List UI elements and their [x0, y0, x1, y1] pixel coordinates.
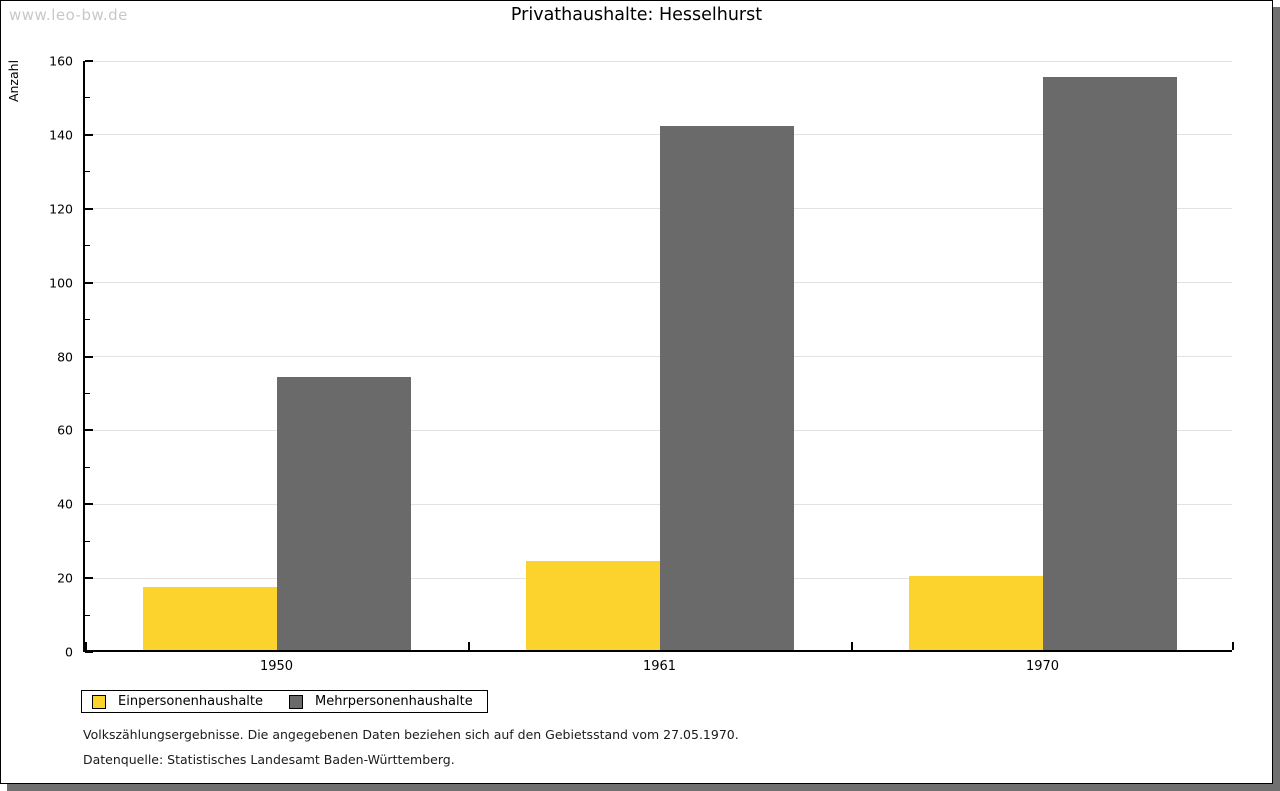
y-tick-label: 120 [49, 201, 73, 217]
gridline [85, 60, 1232, 62]
bar-mehrpersonenhaushalte-1950 [276, 376, 411, 650]
legend-label: Einpersonenhaushalte [118, 694, 263, 709]
gridline [85, 356, 1232, 357]
legend-swatch-mehrpersonen [289, 694, 303, 709]
y-tick-label: 160 [49, 53, 73, 69]
gridline [85, 429, 1232, 431]
x-tick-label: 1961 [642, 659, 677, 674]
y-tick-label: 40 [57, 496, 73, 512]
legend-item: Mehrpersonenhaushalte [289, 694, 473, 709]
y-axis-major-tick [85, 651, 93, 653]
y-axis-minor-tick [85, 466, 90, 468]
y-axis-major-tick [85, 133, 93, 136]
y-tick-label: 20 [57, 570, 73, 586]
legend-label: Mehrpersonenhaushalte [315, 694, 473, 709]
y-axis-major-tick [85, 355, 93, 358]
y-axis-minor-tick [85, 540, 90, 542]
footnote-line2: Datenquelle: Statistisches Landesamt Bad… [83, 752, 455, 767]
y-axis-major-tick [85, 60, 93, 62]
chart-title: Privathaushalte: Hesselhurst [510, 5, 763, 25]
bar-mehrpersonenhaushalte-1961 [659, 125, 794, 650]
x-tick-label: 1970 [1025, 659, 1060, 674]
y-axis-minor-tick [85, 97, 90, 99]
gridline [85, 208, 1232, 210]
y-tick-label: 100 [49, 275, 73, 291]
y-axis-major-tick [85, 503, 93, 506]
y-tick-label: 140 [49, 127, 73, 143]
gridline [85, 134, 1232, 136]
gridline [85, 282, 1232, 284]
y-axis-major-tick [85, 207, 93, 210]
y-axis-minor-tick [85, 245, 90, 247]
y-axis-label: Anzahl [6, 59, 21, 103]
bar-einpersonenhaushalte-1950 [142, 587, 277, 650]
x-axis-boundary-tick [468, 642, 470, 650]
legend: Einpersonenhaushalte Mehrpersonenhaushal… [81, 690, 488, 713]
y-axis-minor-tick [85, 171, 90, 173]
y-tick-label: 80 [57, 349, 73, 364]
y-axis-minor-tick [85, 614, 90, 616]
legend-item: Einpersonenhaushalte [92, 694, 263, 709]
y-axis-major-tick [85, 429, 93, 432]
gridline [85, 503, 1232, 505]
x-axis-boundary-tick [85, 642, 87, 650]
footnote-line1: Volkszählungsergebnisse. Die angegebenen… [83, 727, 739, 742]
x-axis-boundary-tick [851, 642, 853, 650]
y-axis-major-tick [85, 577, 93, 580]
plot-area: 0 20 40 60 80 100 120 140 160 1950 1961 1970 [49, 54, 1234, 674]
bar-einpersonenhaushalte-1970 [908, 576, 1043, 650]
bar-einpersonenhaushalte-1961 [525, 561, 660, 650]
bar-mehrpersonenhaushalte-1970 [1042, 77, 1177, 650]
y-axis-major-tick [85, 281, 93, 284]
y-tick-label: 60 [57, 422, 73, 438]
x-axis-boundary-tick [1232, 642, 1234, 650]
y-axis-minor-tick [85, 392, 90, 394]
x-tick-label: 1950 [259, 659, 294, 674]
y-tick-label: 0 [65, 644, 73, 660]
legend-swatch-einpersonen [92, 694, 106, 709]
y-axis-minor-tick [85, 319, 90, 321]
watermark: www.leo-bw.de [9, 6, 128, 24]
